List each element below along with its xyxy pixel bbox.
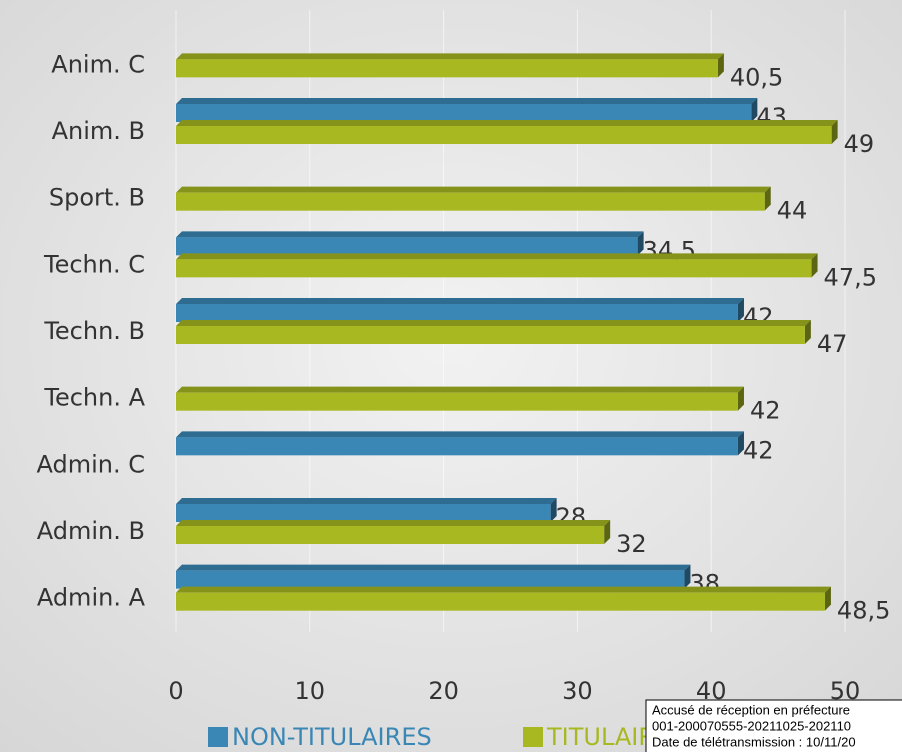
value-label: 49 xyxy=(844,130,875,158)
bar-front xyxy=(176,59,718,78)
bar-front xyxy=(176,192,765,211)
bar xyxy=(176,53,724,78)
bar-top xyxy=(176,431,744,438)
bar-front xyxy=(176,592,825,611)
bar-front xyxy=(176,326,805,344)
value-label: 42 xyxy=(743,436,774,464)
bar-front xyxy=(176,504,551,522)
bar-top xyxy=(176,498,557,504)
y-tick-label: Techn. A xyxy=(43,384,145,412)
y-tick-label: Anim. C xyxy=(51,50,145,78)
bar-top xyxy=(176,520,611,526)
bar xyxy=(176,98,758,122)
value-label: 32 xyxy=(616,530,647,558)
bar-top xyxy=(176,298,744,304)
x-tick-label: 20 xyxy=(428,677,459,705)
bar-top xyxy=(176,386,744,393)
bar-side xyxy=(831,120,838,144)
bar-top xyxy=(176,231,644,238)
bar-top xyxy=(176,586,831,593)
y-tick-label: Admin. B xyxy=(37,517,145,545)
bar-top xyxy=(176,320,811,326)
x-tick-label: 10 xyxy=(295,677,326,705)
bar-side xyxy=(811,253,818,278)
y-tick-label: Sport. B xyxy=(49,184,145,212)
bar-front xyxy=(176,526,605,544)
value-label: 42 xyxy=(750,397,781,425)
bar-side xyxy=(717,53,724,78)
bar xyxy=(176,253,818,278)
bar-top xyxy=(176,186,771,193)
stamp-line: Date de télétransmission : 10/11/20 xyxy=(652,734,856,749)
bar-side xyxy=(824,586,831,611)
y-tick-label: Admin. A xyxy=(37,584,146,612)
stamp-box xyxy=(645,699,902,752)
bar-front xyxy=(176,304,738,322)
bar-front xyxy=(176,259,812,278)
bar-side xyxy=(804,320,811,344)
bar-side xyxy=(604,520,611,544)
value-label: 40,5 xyxy=(730,63,783,91)
stamp-line: 001-200070555-20211025-202110 xyxy=(652,718,851,733)
bar-side xyxy=(737,431,744,456)
bar-top xyxy=(176,53,724,60)
bar-front xyxy=(176,570,685,589)
bar-side xyxy=(737,298,744,322)
value-label: 47,5 xyxy=(824,263,877,291)
bar xyxy=(176,231,644,256)
bar xyxy=(176,520,611,544)
bar-side xyxy=(550,498,557,522)
bar-front xyxy=(176,237,638,256)
bar-top xyxy=(176,253,818,260)
stamp-line: Accusé de réception en préfecture xyxy=(652,702,850,717)
bar-side xyxy=(637,231,644,256)
bar xyxy=(176,498,557,522)
y-tick-label: Admin. C xyxy=(36,450,145,478)
bar xyxy=(176,386,744,411)
bar-side xyxy=(684,564,691,589)
bar-top xyxy=(176,564,691,571)
bar-front xyxy=(176,392,738,411)
bar-side xyxy=(737,386,744,411)
legend-swatch xyxy=(208,727,228,747)
x-tick-label: 30 xyxy=(562,677,593,705)
y-tick-label: Techn. C xyxy=(43,250,145,278)
bar xyxy=(176,320,811,344)
bar xyxy=(176,298,744,322)
value-label: 47 xyxy=(817,330,848,358)
bar-front xyxy=(176,437,738,456)
bar-side xyxy=(751,98,758,122)
legend-swatch xyxy=(523,727,543,747)
value-label: 48,5 xyxy=(837,597,890,625)
y-tick-label: Techn. B xyxy=(43,317,145,345)
bar xyxy=(176,186,771,211)
bar-top xyxy=(176,98,758,104)
bar xyxy=(176,120,838,144)
bar-front xyxy=(176,126,832,144)
legend-label: NON-TITULAIRES xyxy=(232,723,432,751)
bar-side xyxy=(764,186,771,211)
bar-front xyxy=(176,104,752,122)
x-tick-label: 0 xyxy=(168,677,183,705)
bar xyxy=(176,564,691,589)
y-tick-label: Anim. B xyxy=(52,117,145,145)
bar xyxy=(176,586,831,611)
bar-top xyxy=(176,120,838,126)
bar xyxy=(176,431,744,456)
value-label: 44 xyxy=(777,197,808,225)
